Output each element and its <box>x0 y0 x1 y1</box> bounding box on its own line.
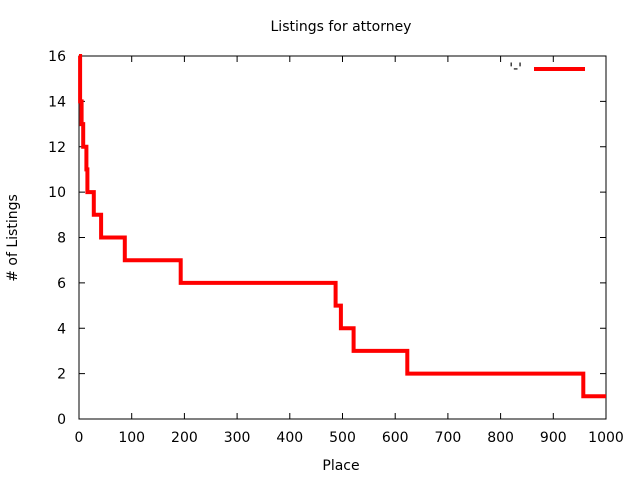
x-tick-label: 500 <box>329 430 356 446</box>
x-tick-label: 400 <box>276 430 303 446</box>
y-tick-label: 16 <box>48 49 66 65</box>
series-layer <box>78 54 607 399</box>
x-tick-label: 0 <box>75 430 84 446</box>
x-tick-label: 700 <box>435 430 462 446</box>
plot-frame <box>78 55 607 420</box>
y-tick-label: 2 <box>57 367 66 383</box>
x-tick-label: 600 <box>382 430 409 446</box>
y-axis: 0 2 4 6 8 10 12 14 16 <box>48 49 606 428</box>
y-tick-label: 6 <box>57 276 66 292</box>
y-tick-label: 8 <box>57 231 66 247</box>
x-tick-label: 300 <box>224 430 251 446</box>
y-tick-label: 0 <box>57 412 66 428</box>
x-axis: 0 100 200 300 400 500 600 700 800 900 1000 <box>75 56 624 446</box>
y-tick-label: 4 <box>57 321 66 337</box>
y-tick-label: 10 <box>48 185 66 201</box>
y-tick-label: 14 <box>48 94 66 110</box>
x-tick-label: 200 <box>171 430 198 446</box>
x-axis-label: Place <box>322 458 359 474</box>
legend: '-' <box>509 61 585 77</box>
chart-title: Listings for attorney <box>271 19 412 35</box>
x-tick-label: 900 <box>540 430 567 446</box>
y-axis-label: # of Listings <box>5 194 21 282</box>
legend-label: '-' <box>509 61 522 77</box>
series-line <box>78 54 606 399</box>
y-tick-label: 12 <box>48 140 66 156</box>
x-tick-label: 100 <box>118 430 145 446</box>
x-tick-label: 1000 <box>588 430 624 446</box>
x-tick-label: 800 <box>487 430 514 446</box>
